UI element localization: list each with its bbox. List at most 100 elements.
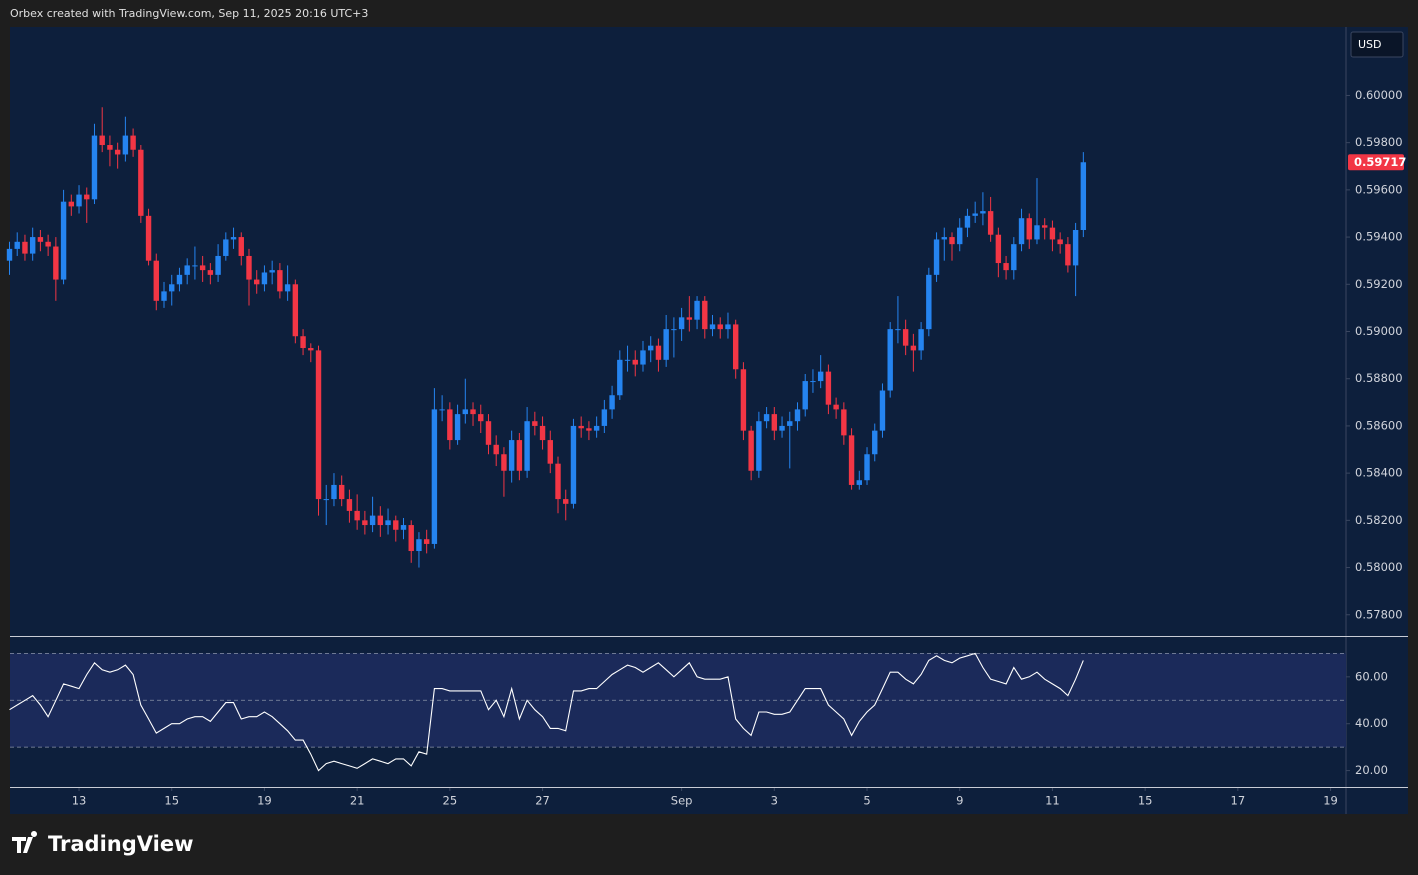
candle-body <box>400 525 407 530</box>
candle-body <box>686 317 693 320</box>
candle-body <box>223 239 229 256</box>
candle-body <box>694 300 700 320</box>
candle-body <box>887 329 893 391</box>
candle-body <box>423 539 430 544</box>
currency-button[interactable] <box>1350 31 1404 58</box>
candle-body <box>972 213 978 216</box>
candle-body <box>941 237 947 240</box>
x-tick-label: 15 <box>1138 794 1153 808</box>
candle-body <box>1057 239 1063 245</box>
candle-body <box>864 454 870 481</box>
candle-body <box>68 201 75 207</box>
candle-body <box>246 255 252 280</box>
candle-body <box>138 149 144 216</box>
candle-body <box>501 454 507 471</box>
x-tick-label: 5 <box>863 794 870 808</box>
candle-body <box>678 317 685 330</box>
candle-body <box>315 350 322 500</box>
x-tick-label: 27 <box>535 794 550 808</box>
candle-body <box>995 234 1002 264</box>
candle-body <box>1042 225 1048 228</box>
candle-body <box>462 409 469 415</box>
candle-body <box>145 215 152 261</box>
candle-body <box>957 227 963 245</box>
candle-body <box>655 345 662 360</box>
candle-body <box>810 381 816 383</box>
candle-body <box>578 425 584 429</box>
x-tick-label: 25 <box>443 794 458 808</box>
candle-body <box>648 345 654 351</box>
candle-body <box>215 255 221 275</box>
candle-body <box>632 359 638 365</box>
candle-body <box>1072 230 1079 266</box>
candle-body <box>1065 244 1071 266</box>
candle-body <box>1080 162 1087 230</box>
y-tick-label: 0.59800 <box>1355 135 1403 149</box>
last-price-tag <box>1348 154 1404 171</box>
y-tick-label: 0.57800 <box>1355 607 1403 621</box>
candle-body <box>949 237 955 245</box>
x-tick-label: 15 <box>164 794 179 808</box>
y-tick-label: 0.58200 <box>1355 513 1403 527</box>
candle-body <box>933 239 940 275</box>
last-price-label: 0.59717 <box>1354 155 1406 169</box>
candle-body <box>926 274 932 330</box>
candle-body <box>671 329 677 331</box>
candle-body <box>447 409 453 441</box>
candle-body <box>308 348 314 351</box>
candle-body <box>130 135 136 150</box>
candle-body <box>516 440 523 471</box>
candle-body <box>980 211 986 214</box>
candle-body <box>29 237 36 254</box>
candle-body <box>617 359 623 396</box>
y-tick-label: 40.00 <box>1355 716 1388 730</box>
candle-body <box>702 300 708 330</box>
y-tick-label: 60.00 <box>1355 669 1388 683</box>
currency[interactable]: USD <box>1358 38 1382 51</box>
candle-body <box>524 421 530 471</box>
candle-body <box>14 241 20 249</box>
candle-body <box>748 430 754 471</box>
x-tick-label: 9 <box>956 794 963 808</box>
candle-body <box>709 324 716 330</box>
y-tick-label: 0.59400 <box>1355 230 1403 244</box>
candle-body <box>1018 218 1025 245</box>
x-tick-label: 3 <box>771 794 778 808</box>
candle-body <box>199 265 206 271</box>
y-tick-label: 0.59200 <box>1355 277 1403 291</box>
candle-body <box>346 499 353 511</box>
x-tick-label: 19 <box>1323 794 1338 808</box>
candle-body <box>1034 225 1040 240</box>
candle-body <box>416 539 422 552</box>
candle-body <box>508 440 515 471</box>
candle-body <box>269 270 275 273</box>
candle-body <box>369 515 376 526</box>
y-tick-label: 0.58400 <box>1355 466 1403 480</box>
candle-body <box>485 421 492 445</box>
candle-body <box>254 279 260 285</box>
candle-body <box>902 329 909 346</box>
candle-body <box>230 237 237 240</box>
candle-body <box>176 274 183 285</box>
candle-body <box>570 425 577 504</box>
y-tick-label: 0.58000 <box>1355 560 1403 574</box>
candle-body <box>609 395 615 410</box>
candle-body <box>1026 218 1032 240</box>
candle-body <box>454 414 461 441</box>
candle-body <box>802 381 808 410</box>
candle-body <box>779 425 785 431</box>
candle-body <box>593 425 600 431</box>
candle-body <box>663 329 669 360</box>
candle-body <box>22 241 28 254</box>
candle-body <box>470 409 476 415</box>
candle-body <box>532 421 538 426</box>
candle-body <box>1049 227 1056 240</box>
candle-body <box>756 421 762 471</box>
candle-body <box>872 430 878 455</box>
candle-body <box>910 345 917 351</box>
candle-body <box>331 484 337 500</box>
candle-body <box>431 409 438 544</box>
candle-body <box>794 409 801 422</box>
candle-body <box>717 324 723 330</box>
candle-body <box>169 284 175 292</box>
